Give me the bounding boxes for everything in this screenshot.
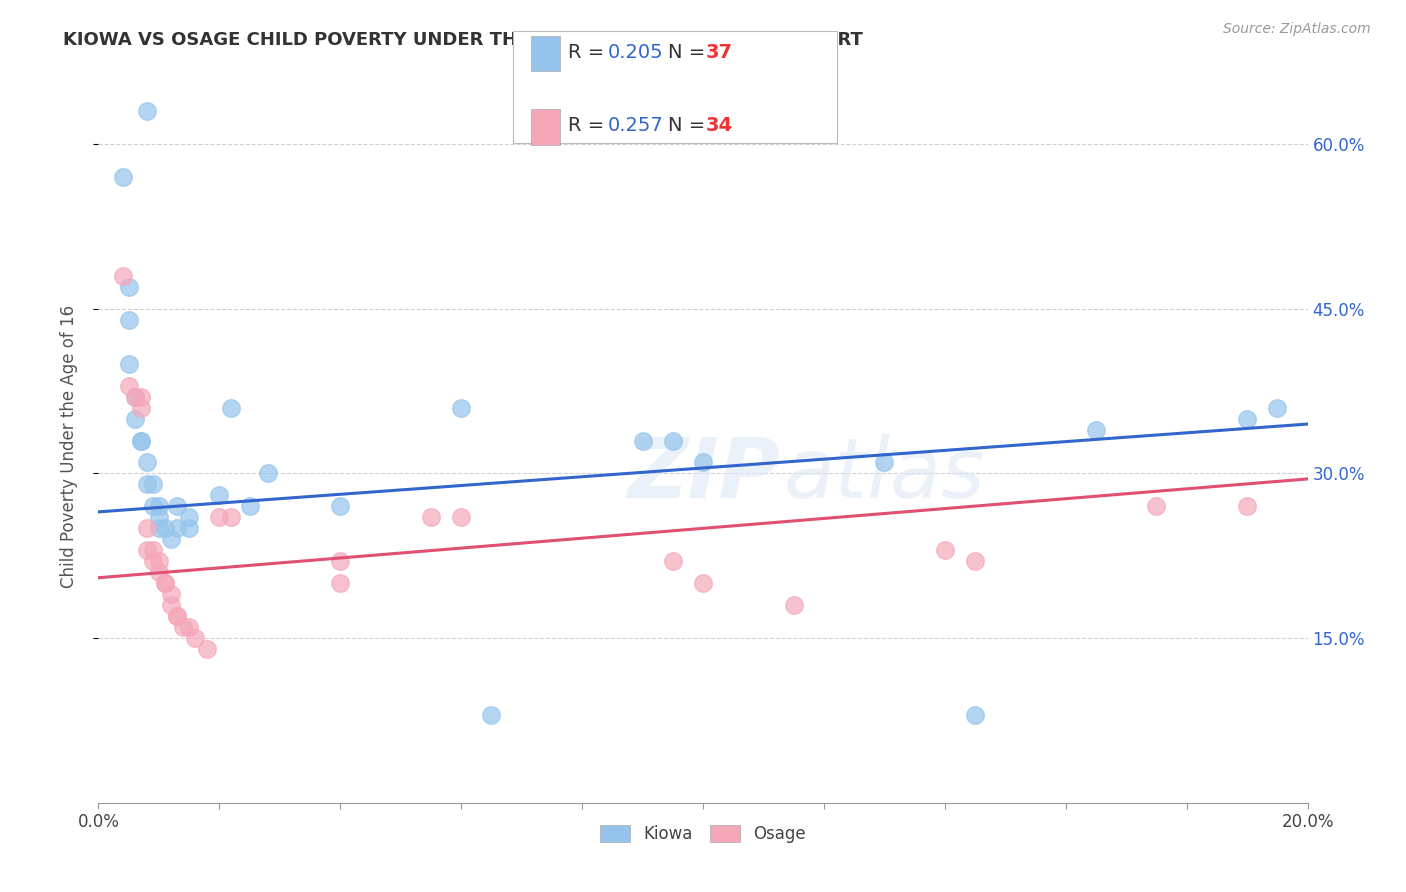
Point — [195, 642, 218, 657]
Point — [111, 268, 134, 283]
Point — [221, 401, 243, 415]
Text: 0.257: 0.257 — [607, 116, 664, 136]
Point — [208, 488, 231, 502]
Text: Source: ZipAtlas.com: Source: ZipAtlas.com — [1223, 22, 1371, 37]
Text: R =: R = — [568, 43, 610, 62]
Point — [166, 609, 188, 624]
Point — [166, 500, 188, 514]
Text: N =: N = — [668, 43, 711, 62]
Point — [142, 500, 165, 514]
Point — [184, 631, 207, 645]
Point — [965, 554, 987, 568]
Point — [873, 455, 896, 469]
Point — [1236, 500, 1258, 514]
Point — [692, 455, 714, 469]
Point — [148, 510, 170, 524]
Legend: Kiowa, Osage: Kiowa, Osage — [595, 820, 811, 848]
Point — [148, 554, 170, 568]
Y-axis label: Child Poverty Under the Age of 16: Child Poverty Under the Age of 16 — [59, 304, 77, 588]
Point — [450, 401, 472, 415]
Point — [118, 378, 141, 392]
Point — [129, 434, 152, 448]
Point — [160, 587, 183, 601]
Point — [118, 357, 141, 371]
Point — [1267, 401, 1289, 415]
Text: ZIP: ZIP — [627, 434, 779, 515]
Point — [661, 554, 683, 568]
Point — [124, 390, 146, 404]
Text: atlas: atlas — [783, 434, 986, 515]
Point — [135, 521, 157, 535]
Text: 0.205: 0.205 — [607, 43, 664, 62]
Text: KIOWA VS OSAGE CHILD POVERTY UNDER THE AGE OF 16 CORRELATION CHART: KIOWA VS OSAGE CHILD POVERTY UNDER THE A… — [63, 31, 863, 49]
Point — [142, 554, 165, 568]
Point — [135, 477, 157, 491]
Point — [481, 708, 503, 723]
Text: R =: R = — [568, 116, 610, 136]
Point — [153, 521, 176, 535]
Point — [934, 543, 956, 558]
Point — [783, 598, 806, 612]
Point — [256, 467, 278, 481]
Point — [172, 620, 194, 634]
Point — [179, 620, 201, 634]
Point — [166, 609, 188, 624]
Point — [450, 510, 472, 524]
Point — [179, 510, 201, 524]
Point — [118, 280, 141, 294]
Text: 37: 37 — [706, 43, 733, 62]
Point — [1236, 411, 1258, 425]
Text: N =: N = — [668, 116, 711, 136]
Point — [329, 500, 352, 514]
Point — [221, 510, 243, 524]
Point — [166, 521, 188, 535]
Point — [135, 104, 157, 119]
Point — [111, 169, 134, 184]
Point — [1144, 500, 1167, 514]
Point — [148, 500, 170, 514]
Point — [153, 576, 176, 591]
Point — [179, 521, 201, 535]
Point — [142, 543, 165, 558]
Point — [153, 576, 176, 591]
Point — [135, 543, 157, 558]
Point — [329, 554, 352, 568]
Point — [148, 521, 170, 535]
Point — [208, 510, 231, 524]
Point — [1085, 423, 1108, 437]
Point — [124, 411, 146, 425]
Point — [160, 533, 183, 547]
Point — [129, 434, 152, 448]
Point — [692, 576, 714, 591]
Point — [148, 566, 170, 580]
Point — [142, 477, 165, 491]
Point — [239, 500, 262, 514]
Text: 34: 34 — [706, 116, 733, 136]
Point — [124, 390, 146, 404]
Point — [160, 598, 183, 612]
Point — [661, 434, 683, 448]
Point — [129, 390, 152, 404]
Point — [965, 708, 987, 723]
Point — [135, 455, 157, 469]
Point — [129, 401, 152, 415]
Point — [420, 510, 443, 524]
Point — [329, 576, 352, 591]
Point — [118, 312, 141, 326]
Point — [631, 434, 654, 448]
